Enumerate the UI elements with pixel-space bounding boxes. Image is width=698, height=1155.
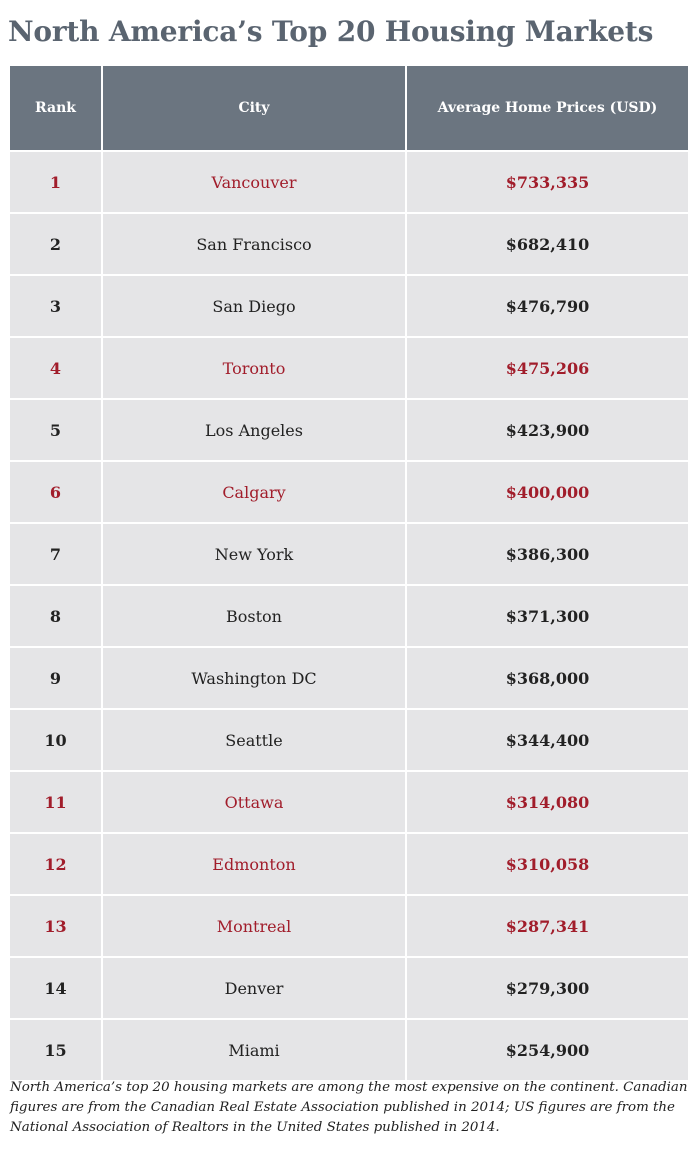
rank-cell: 13 (10, 894, 103, 957)
column-header-city: City (102, 66, 407, 151)
price-cell: $371,300 (406, 584, 688, 647)
city-cell: Washington DC (102, 646, 407, 709)
rank-cell: 11 (10, 770, 103, 833)
table-row: 5 Los Angeles $423,900 (10, 398, 688, 461)
city-cell: Denver (102, 956, 407, 1019)
rank-cell: 1 (10, 150, 103, 213)
rank-cell: 12 (10, 832, 103, 895)
price-cell: $310,058 (406, 832, 688, 895)
table-row: 15 Miami $254,900 (10, 1018, 688, 1080)
price-cell: $423,900 (406, 398, 688, 461)
city-cell: San Francisco (102, 212, 407, 275)
table-row: 6 Calgary $400,000 (10, 460, 688, 523)
table-row: 4 Toronto $475,206 (10, 336, 688, 399)
table-body: 1 Vancouver $733,335 2 San Francisco $682,410… (10, 150, 688, 1080)
page-title: North America’s Top 20 Housing Markets (8, 15, 654, 48)
city-cell: Montreal (102, 894, 407, 957)
city-cell: Calgary (102, 460, 407, 523)
rank-cell: 8 (10, 584, 103, 647)
rank-cell: 9 (10, 646, 103, 709)
footnote: North America’s top 20 housing markets a… (10, 1080, 688, 1135)
column-header-price: Average Home Prices (USD) (406, 66, 688, 151)
table-header-row: Rank City Average Home Prices (USD) (10, 66, 688, 151)
city-cell: Toronto (102, 336, 407, 399)
city-cell: Seattle (102, 708, 407, 771)
city-cell: Los Angeles (102, 398, 407, 461)
city-cell: Vancouver (102, 150, 407, 213)
city-cell: Boston (102, 584, 407, 647)
price-cell: $733,335 (406, 150, 688, 213)
price-cell: $344,400 (406, 708, 688, 771)
rank-cell: 7 (10, 522, 103, 585)
price-cell: $314,080 (406, 770, 688, 833)
city-cell: Miami (102, 1018, 407, 1080)
city-cell: Edmonton (102, 832, 407, 895)
price-cell: $287,341 (406, 894, 688, 957)
table-row: 7 New York $386,300 (10, 522, 688, 585)
price-cell: $368,000 (406, 646, 688, 709)
table-row: 10 Seattle $344,400 (10, 708, 688, 771)
table-row: 14 Denver $279,300 (10, 956, 688, 1019)
table-row: 2 San Francisco $682,410 (10, 212, 688, 275)
price-cell: $400,000 (406, 460, 688, 523)
table-row: 3 San Diego $476,790 (10, 274, 688, 337)
price-cell: $386,300 (406, 522, 688, 585)
table-row: 12 Edmonton $310,058 (10, 832, 688, 895)
rank-cell: 2 (10, 212, 103, 275)
rank-cell: 15 (10, 1018, 103, 1080)
rank-cell: 14 (10, 956, 103, 1019)
city-cell: New York (102, 522, 407, 585)
price-cell: $254,900 (406, 1018, 688, 1080)
table-row: 8 Boston $371,300 (10, 584, 688, 647)
rank-cell: 6 (10, 460, 103, 523)
rank-cell: 5 (10, 398, 103, 461)
table-row: 9 Washington DC $368,000 (10, 646, 688, 709)
table-row: 1 Vancouver $733,335 (10, 150, 688, 213)
table-row: 11 Ottawa $314,080 (10, 770, 688, 833)
table-row: 13 Montreal $287,341 (10, 894, 688, 957)
rank-cell: 10 (10, 708, 103, 771)
city-cell: Ottawa (102, 770, 407, 833)
rank-cell: 3 (10, 274, 103, 337)
price-cell: $476,790 (406, 274, 688, 337)
city-cell: San Diego (102, 274, 407, 337)
price-cell: $682,410 (406, 212, 688, 275)
price-cell: $279,300 (406, 956, 688, 1019)
housing-markets-table: Rank City Average Home Prices (USD) 1 Van… (10, 66, 688, 1080)
price-cell: $475,206 (406, 336, 688, 399)
column-header-rank: Rank (10, 66, 103, 151)
rank-cell: 4 (10, 336, 103, 399)
